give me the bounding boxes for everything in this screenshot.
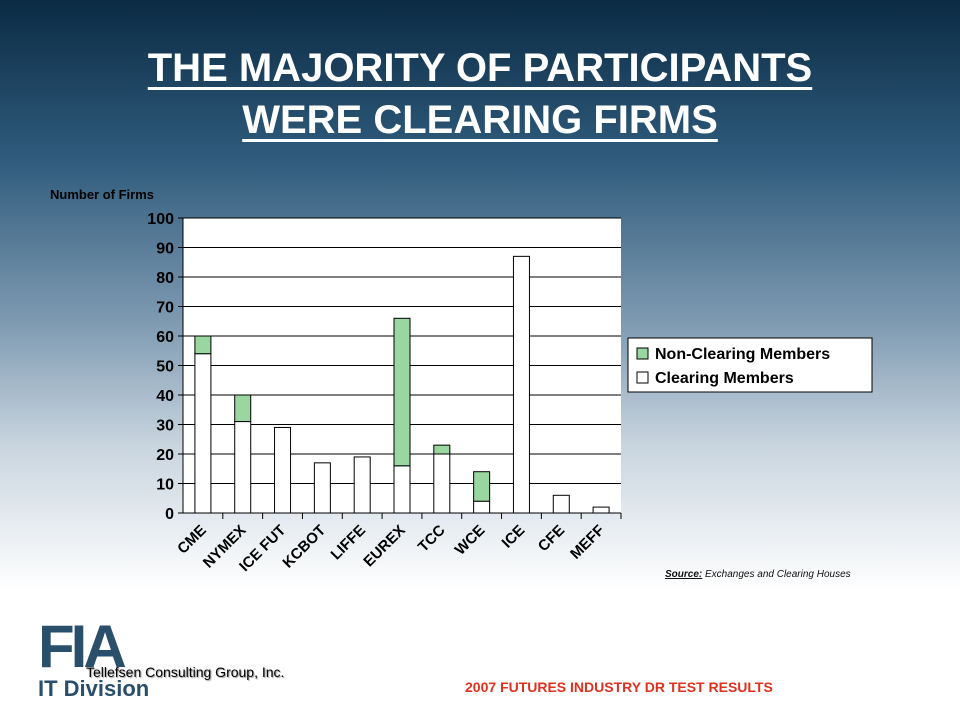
y-axis-label: Number of Firms bbox=[50, 187, 155, 202]
bar-clearing bbox=[274, 426, 292, 514]
legend-swatch bbox=[636, 371, 649, 384]
bar-non-clearing bbox=[194, 335, 212, 355]
y-tick-label: 0 bbox=[165, 506, 174, 523]
slide-title: THE MAJORITY OF PARTICIPANTS WERE CLEARI… bbox=[0, 42, 960, 146]
consulting-credit: Tellefsen Consulting Group, Inc. bbox=[86, 664, 285, 680]
x-tick-label: KCBOT bbox=[279, 522, 329, 572]
x-tick-label: TCC bbox=[415, 522, 449, 556]
x-tick-label: EUREX bbox=[360, 522, 409, 571]
title-line-1: THE MAJORITY OF PARTICIPANTS bbox=[147, 46, 813, 90]
y-tick-label: 90 bbox=[156, 241, 174, 258]
x-tick-label: ICE bbox=[499, 522, 529, 552]
source-label: Source: bbox=[665, 569, 703, 580]
fia-logo: FIA IT Division bbox=[38, 615, 168, 705]
bar-clearing bbox=[473, 500, 491, 514]
x-tick-label: CFE bbox=[535, 522, 568, 555]
bar-clearing bbox=[512, 255, 530, 514]
bar-non-clearing bbox=[234, 394, 252, 423]
y-tick-label: 100 bbox=[147, 211, 174, 228]
bar-clearing bbox=[552, 494, 570, 514]
source-note: Source: Exchanges and Clearing Houses bbox=[665, 569, 851, 580]
x-tick-label: CME bbox=[174, 522, 210, 558]
bar-non-clearing bbox=[393, 317, 411, 467]
fia-logo-mark: FIA bbox=[38, 613, 127, 680]
bar-clearing bbox=[194, 353, 212, 514]
bar-clearing bbox=[234, 421, 252, 514]
bar-clearing bbox=[353, 456, 371, 514]
legend-swatch bbox=[636, 347, 649, 360]
legend bbox=[627, 337, 873, 393]
y-tick-label: 40 bbox=[156, 388, 174, 405]
y-tick-label: 10 bbox=[156, 477, 174, 494]
bar-clearing bbox=[433, 453, 451, 514]
bar-non-clearing bbox=[433, 444, 451, 455]
x-tick-label: MEFF bbox=[567, 522, 608, 563]
y-tick-label: 80 bbox=[156, 270, 174, 287]
title-line-2: WERE CLEARING FIRMS bbox=[242, 98, 718, 142]
y-tick-label: 30 bbox=[156, 418, 174, 435]
bar-clearing bbox=[313, 462, 331, 514]
footer-text: 2007 FUTURES INDUSTRY DR TEST RESULTS bbox=[465, 679, 773, 695]
y-tick-label: 70 bbox=[156, 300, 174, 317]
y-tick-label: 60 bbox=[156, 329, 174, 346]
x-tick-label: WCE bbox=[452, 522, 489, 559]
it-division-label: IT Division bbox=[38, 676, 150, 701]
bar-clearing bbox=[592, 506, 610, 514]
y-tick-label: 50 bbox=[156, 359, 174, 376]
legend-label: Non-Clearing Members bbox=[655, 346, 830, 363]
bar-non-clearing bbox=[473, 471, 491, 502]
source-text: Exchanges and Clearing Houses bbox=[705, 569, 851, 580]
y-tick-label: 20 bbox=[156, 447, 174, 464]
bar-clearing bbox=[393, 465, 411, 514]
legend-label: Clearing Members bbox=[655, 370, 794, 387]
